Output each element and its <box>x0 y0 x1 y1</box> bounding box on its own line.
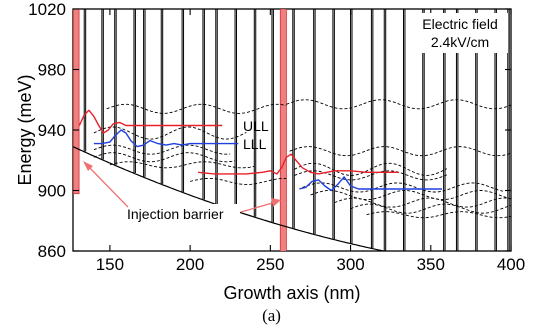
quantum-barrier-18 <box>383 9 387 251</box>
band-edge-line <box>73 146 387 251</box>
injection-barrier-1 <box>73 9 80 195</box>
barrier-arrowhead-left <box>83 161 93 171</box>
barrier-arrow-left <box>85 163 129 208</box>
legend-ull: ULL <box>243 118 269 134</box>
barrier-annotation-bg <box>124 204 240 224</box>
field-annotation-line2: 2.4kV/cm <box>431 34 489 50</box>
quantum-barrier-16 <box>350 9 353 244</box>
quantum-barrier-6 <box>160 9 164 185</box>
subband-dashed-2 <box>93 126 247 140</box>
x-tick-label-3: 250 <box>256 255 284 274</box>
band-diagram-chart: 150 200 250 300 350 400 860 900 940 980 1020 Growt… <box>15 0 525 303</box>
quantum-barrier-17 <box>370 9 374 249</box>
y-tick-label-1: 860 <box>38 242 66 261</box>
quantum-barrier-2 <box>101 9 104 160</box>
series-lll-segment-1 <box>93 129 239 148</box>
series-ull-segment-1 <box>78 109 223 134</box>
barrier-annotation-text: Injection barrier <box>127 206 224 222</box>
quantum-barrier-9 <box>215 9 218 205</box>
axis-ticks <box>73 8 512 252</box>
quantum-barrier-15 <box>332 9 335 240</box>
subband-dashed-6 <box>286 99 511 110</box>
figure-caption: (a) <box>262 306 281 325</box>
x-tick-label-5: 350 <box>417 255 445 274</box>
field-annotation-bg <box>412 13 508 53</box>
quantum-barrier-5 <box>143 9 146 178</box>
subband-dashed-12 <box>334 197 511 208</box>
x-tick-label-4: 300 <box>336 255 364 274</box>
x-tick-label-2: 200 <box>176 255 204 274</box>
y-tick-label-2: 900 <box>38 182 66 201</box>
subband-dashed-5 <box>109 161 255 169</box>
subband-dashed-4 <box>93 152 236 163</box>
x-tick-label-6: 400 <box>497 255 525 274</box>
subband-dashed-1 <box>106 103 287 114</box>
x-axis-label: Growth axis (nm) <box>223 283 360 303</box>
quantum-barrier-11 <box>253 9 257 218</box>
injection-barrier-2 <box>279 9 287 251</box>
quantum-barrier-1 <box>83 9 87 152</box>
series-lll-segment-2 <box>299 176 442 192</box>
legend-lll: LLL <box>243 136 267 152</box>
barrier-arrow-right <box>240 201 277 213</box>
quantum-barrier-7 <box>181 9 185 193</box>
subband-dashed-3 <box>93 144 231 155</box>
y-tick-label-4: 980 <box>38 61 66 80</box>
y-tick-label-5: 1020 <box>28 0 66 19</box>
subband-dashed-14 <box>366 211 511 219</box>
subband-dashed-15 <box>189 177 287 185</box>
series-ull-segment-2 <box>198 153 399 175</box>
quantum-barrier-14 <box>313 9 316 235</box>
subband-dashed-9 <box>294 170 447 181</box>
barrier-arrowhead-right <box>271 198 281 207</box>
quantum-barrier-25 <box>507 9 510 251</box>
subband-dashed-13 <box>350 203 511 214</box>
tick-labels: 150 200 250 300 350 400 860 900 940 980 1020 <box>28 0 525 274</box>
quantum-barrier-4 <box>133 9 136 174</box>
subband-dashed-11 <box>310 190 511 201</box>
quantum-barrier-3 <box>114 9 117 166</box>
field-annotation-line1: Electric field <box>422 16 497 32</box>
subband-dashed-7 <box>289 146 511 157</box>
quantum-barrier-10 <box>234 9 237 211</box>
quantum-barrier-13 <box>292 9 295 229</box>
subband-dashed-8 <box>294 162 448 176</box>
quantum-barrier-19 <box>403 9 406 251</box>
quantum-barrier-12 <box>271 9 274 223</box>
y-axis-label: Energy (meV) <box>15 74 35 185</box>
y-tick-label-3: 940 <box>38 121 66 140</box>
x-tick-label-1: 150 <box>96 255 124 274</box>
